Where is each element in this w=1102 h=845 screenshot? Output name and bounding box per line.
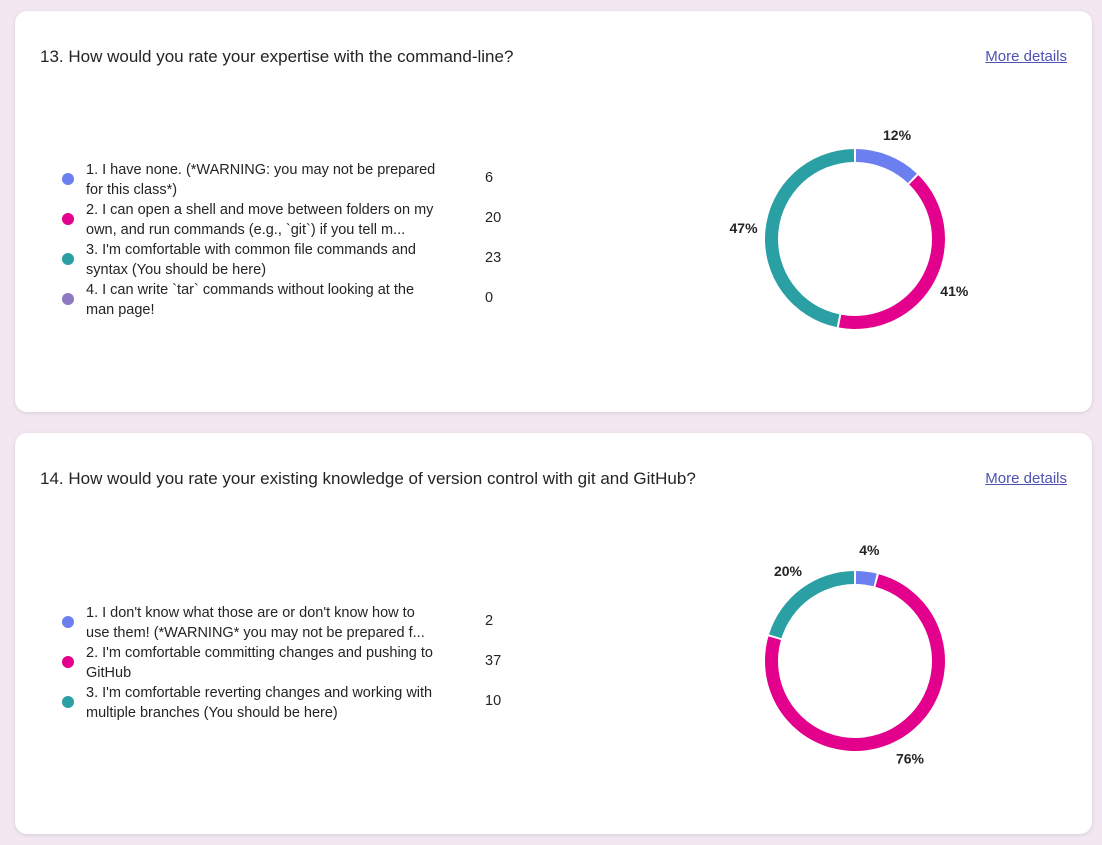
- question-card-14: 14. How would you rate your existing kno…: [15, 433, 1092, 834]
- donut-slice: [765, 149, 855, 328]
- slice-percent-label: 41%: [940, 283, 969, 299]
- legend-dot: [62, 616, 74, 628]
- option-count: 2: [485, 613, 494, 629]
- donut-chart: 4% 76% 20%: [765, 542, 945, 767]
- legend-dot: [62, 293, 74, 305]
- question-title: 13. How would you rate your expertise wi…: [40, 47, 514, 66]
- option-count: 0: [485, 290, 494, 306]
- legend-dot: [62, 213, 74, 225]
- legend-dot: [62, 656, 74, 668]
- option-label: 2. I can open a shell and move between f…: [86, 202, 434, 238]
- option-count: 10: [485, 693, 502, 709]
- legend-list: 1. I don't know what those are or don't …: [62, 603, 542, 723]
- slice-percent-label: 76%: [896, 751, 925, 767]
- donut-slice: [838, 175, 945, 329]
- legend-item: 4. I can write `tar` commands without lo…: [62, 280, 542, 320]
- option-label: 1. I don't know what those are or don't …: [86, 605, 425, 641]
- more-details-link[interactable]: More details: [985, 48, 1067, 65]
- question-card-13: 13. How would you rate your expertise wi…: [15, 11, 1092, 412]
- legend-list: 1. I have none. (*WARNING: you may not b…: [62, 160, 542, 320]
- option-label: 3. I'm comfortable with common file comm…: [86, 242, 416, 278]
- legend-item: 2. I'm comfortable committing changes an…: [62, 643, 542, 683]
- question-title: 14. How would you rate your existing kno…: [40, 469, 696, 488]
- legend-item: 3. I'm comfortable with common file comm…: [62, 240, 542, 280]
- donut-slice: [855, 571, 877, 587]
- option-label: 2. I'm comfortable committing changes an…: [86, 645, 433, 681]
- option-label: 1. I have none. (*WARNING: you may not b…: [86, 162, 436, 198]
- legend-dot: [62, 173, 74, 185]
- slice-percent-label: 20%: [774, 563, 803, 579]
- legend-item: 1. I have none. (*WARNING: you may not b…: [62, 160, 542, 200]
- option-count: 20: [485, 210, 502, 226]
- legend-item: 3. I'm comfortable reverting changes and…: [62, 683, 542, 723]
- option-label: 4. I can write `tar` commands without lo…: [86, 282, 415, 318]
- legend-item: 2. I can open a shell and move between f…: [62, 200, 542, 240]
- slice-percent-label: 12%: [883, 127, 912, 143]
- more-details-link[interactable]: More details: [985, 470, 1067, 487]
- slice-percent-label: 4%: [859, 542, 880, 558]
- option-count: 23: [485, 250, 502, 266]
- slice-percent-label: 47%: [730, 220, 759, 236]
- option-count: 37: [485, 653, 502, 669]
- donut-slice: [855, 149, 917, 184]
- option-label: 3. I'm comfortable reverting changes and…: [86, 685, 433, 721]
- legend-dot: [62, 696, 74, 708]
- donut-slice: [769, 571, 855, 639]
- option-count: 6: [485, 170, 494, 186]
- donut-chart: 12% 41% 47%: [730, 127, 969, 329]
- legend-item: 1. I don't know what those are or don't …: [62, 603, 542, 643]
- legend-dot: [62, 253, 74, 265]
